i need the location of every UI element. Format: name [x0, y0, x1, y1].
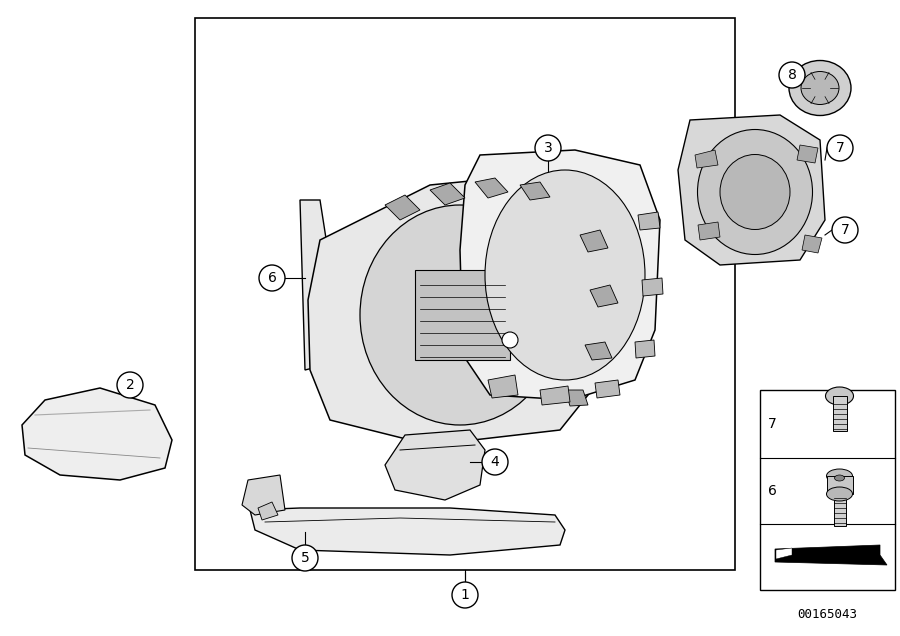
Polygon shape [590, 285, 618, 307]
Circle shape [502, 332, 518, 348]
Text: 3: 3 [544, 141, 553, 155]
Polygon shape [775, 545, 887, 565]
Circle shape [452, 582, 478, 608]
Polygon shape [488, 375, 518, 398]
Text: 1: 1 [461, 588, 470, 602]
Polygon shape [595, 380, 620, 398]
Polygon shape [802, 235, 822, 253]
Circle shape [779, 62, 805, 88]
Polygon shape [250, 508, 565, 555]
Ellipse shape [698, 130, 813, 254]
Circle shape [292, 545, 318, 571]
Ellipse shape [789, 60, 851, 116]
Text: 7: 7 [841, 223, 850, 237]
Polygon shape [698, 222, 720, 240]
Text: 00165043: 00165043 [797, 608, 858, 621]
Ellipse shape [485, 170, 645, 380]
Bar [826, 476, 852, 494]
Circle shape [535, 135, 561, 161]
Polygon shape [565, 390, 588, 406]
Ellipse shape [360, 205, 560, 425]
Polygon shape [385, 430, 485, 500]
Polygon shape [258, 502, 278, 520]
Polygon shape [678, 115, 825, 265]
Text: 7: 7 [835, 141, 844, 155]
Bar [195, 18, 735, 570]
Polygon shape [635, 340, 655, 358]
Polygon shape [520, 182, 550, 200]
Circle shape [832, 217, 858, 243]
Polygon shape [22, 388, 172, 480]
Polygon shape [642, 278, 663, 296]
Polygon shape [540, 386, 570, 405]
Bar [760, 390, 895, 590]
Circle shape [117, 372, 143, 398]
Text: 2: 2 [126, 378, 134, 392]
Polygon shape [460, 150, 660, 400]
Text: 7: 7 [768, 417, 777, 431]
Bar [832, 396, 847, 431]
Polygon shape [415, 270, 510, 360]
Text: 6: 6 [267, 271, 276, 285]
Ellipse shape [801, 71, 839, 104]
Polygon shape [776, 548, 792, 559]
Ellipse shape [826, 487, 852, 501]
Polygon shape [242, 475, 285, 515]
Polygon shape [308, 175, 610, 445]
Text: 5: 5 [301, 551, 310, 565]
Text: 6: 6 [768, 484, 777, 498]
Text: 8: 8 [788, 68, 796, 82]
Polygon shape [430, 183, 465, 205]
Polygon shape [797, 145, 818, 163]
Polygon shape [695, 150, 718, 168]
Ellipse shape [826, 469, 852, 483]
Ellipse shape [720, 155, 790, 230]
Polygon shape [475, 178, 508, 198]
Text: 4: 4 [491, 455, 500, 469]
Circle shape [259, 265, 285, 291]
Polygon shape [638, 212, 660, 230]
Polygon shape [385, 195, 420, 220]
Ellipse shape [834, 475, 844, 481]
Polygon shape [585, 342, 612, 360]
Circle shape [827, 135, 853, 161]
Bar [833, 494, 845, 526]
Polygon shape [300, 200, 345, 370]
Ellipse shape [825, 387, 853, 405]
Polygon shape [580, 230, 608, 252]
Circle shape [482, 449, 508, 475]
